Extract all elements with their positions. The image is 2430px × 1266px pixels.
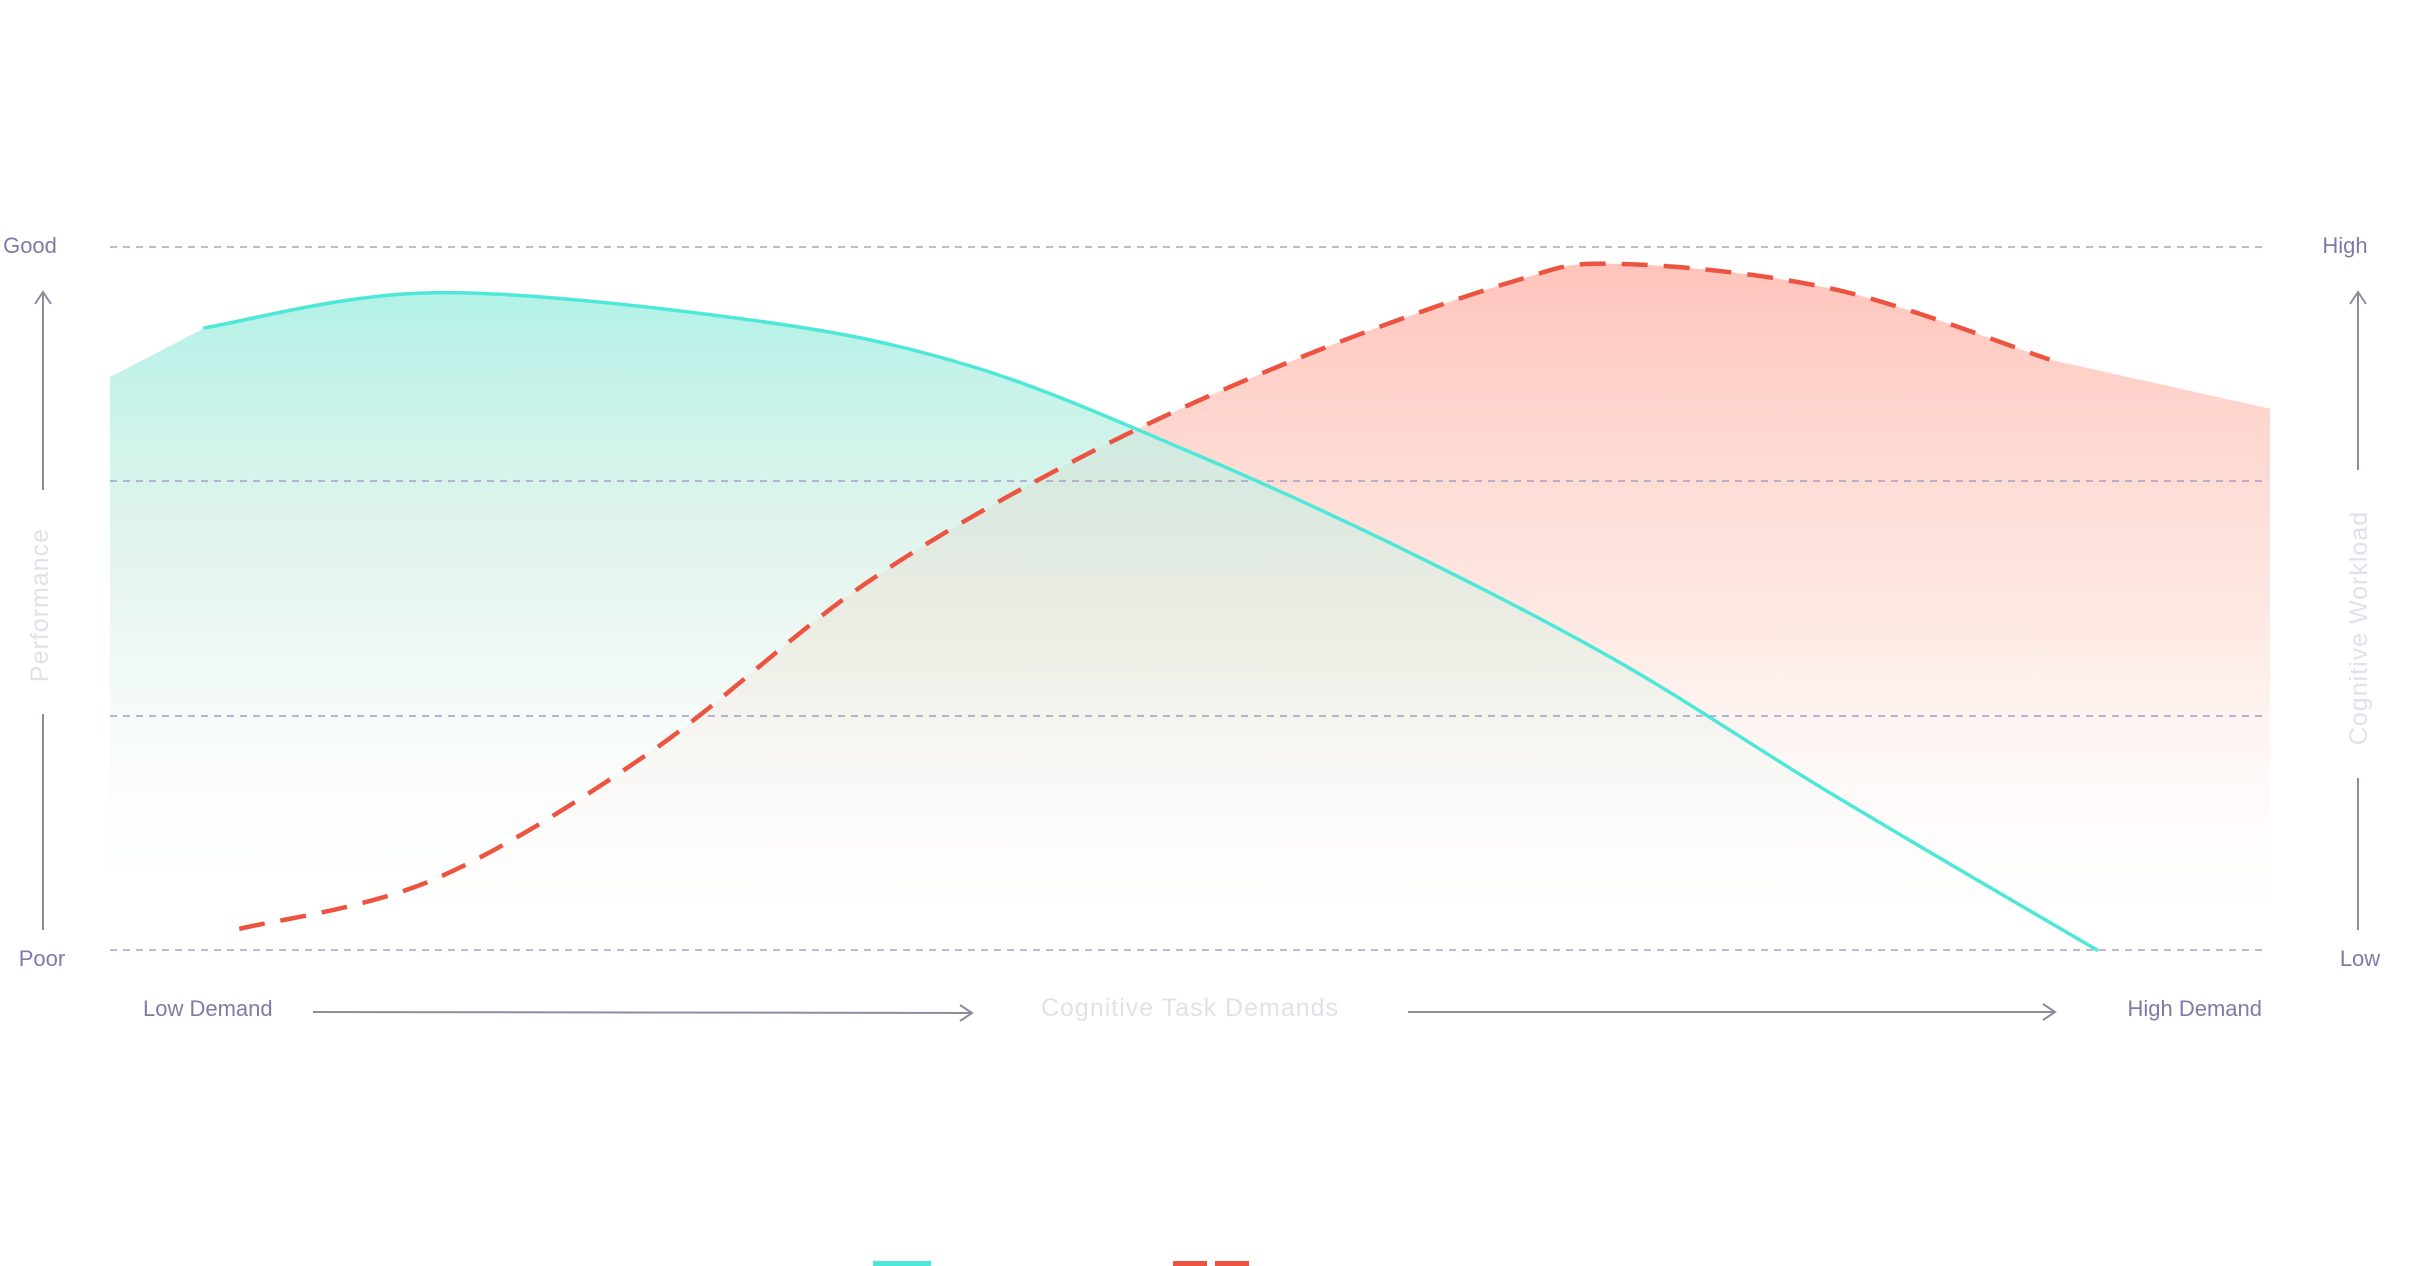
legend-swatch-workload-1 (1173, 1261, 1207, 1266)
y-left-top-label: Good (3, 233, 57, 258)
y-right-axis-title: Cognitive Workload (2345, 511, 2373, 745)
workload-curve (238, 261, 2051, 932)
y-left-bottom-label: Poor (19, 946, 65, 971)
y-right-top-label: High (2322, 233, 2367, 258)
y-right-axis-arrow (2349, 290, 2367, 930)
legend (873, 1261, 1249, 1266)
legend-swatch-performance (873, 1261, 931, 1266)
y-left-axis-arrow (34, 290, 52, 930)
performance-curve (203, 290, 2099, 952)
x-max-label: High Demand (2127, 996, 2262, 1021)
x-axis-arrows (312, 1003, 2057, 1022)
legend-swatch-workload-2 (1215, 1261, 1249, 1266)
y-right-bottom-label: Low (2340, 946, 2380, 971)
x-axis-title: Cognitive Task Demands (1041, 994, 1339, 1022)
y-left-axis-title: Performance (26, 528, 54, 682)
x-min-label: Low Demand (143, 996, 273, 1021)
performance-area-fill (110, 292, 2097, 950)
gridlines (110, 246, 2265, 951)
